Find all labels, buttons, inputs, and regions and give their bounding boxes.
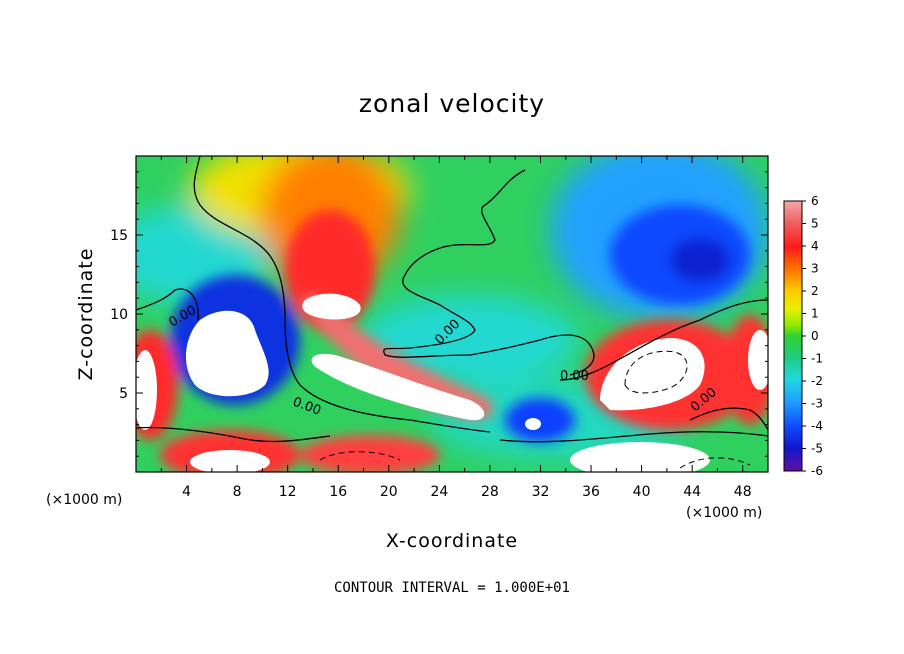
x-unit-right: (×1000 m): [686, 505, 762, 521]
field-saturated-small: [525, 418, 541, 430]
plot-area: 0.00 0.00 0.00 0.00 0.00: [136, 156, 768, 472]
contour-lines: [136, 156, 768, 443]
x-tick-label: 16: [329, 484, 347, 500]
chart-title: zonal velocity: [359, 89, 545, 118]
y-tick-label: 10: [110, 307, 128, 323]
colorbar-tick-label: 2: [811, 284, 819, 298]
x-tick-label: 32: [532, 484, 550, 500]
field-saturated-left: [185, 310, 269, 397]
field-saturated-bottom-right: [570, 442, 710, 472]
colorbar-ticks: 6 5 4 3 2 1 0 -1 -2 -3 -4 -5 -6: [802, 194, 823, 478]
contour-dashed-bottom: [319, 451, 401, 461]
field-blob-blue-bottom: [505, 398, 575, 442]
x-tick-label: 36: [582, 484, 600, 500]
field-blob-cyan-mid: [360, 295, 580, 385]
x-tick-label: 20: [380, 484, 398, 500]
x-axis-label: X-coordinate: [386, 530, 518, 552]
y-axis-ticks: 5 10 15: [110, 171, 768, 457]
field-saturated-edge-right: [748, 330, 768, 390]
contour-zero-right: [559, 299, 768, 381]
colorbar-tick-label: 3: [811, 262, 819, 276]
x-tick-label: 40: [633, 484, 651, 500]
contour-zero-lower: [136, 426, 331, 443]
colorbar-tick-label: -3: [811, 397, 823, 411]
contour-label-3: 0.00: [560, 369, 589, 384]
x-tick-label: 24: [430, 484, 448, 500]
colorbar: 6 5 4 3 2 1 0 -1 -2 -3 -4 -5 -6: [783, 194, 823, 478]
x-axis-ticks: 4 8 12 16 20 24 28 32 36 40 44 48: [160, 156, 752, 500]
field-saturated-upper: [302, 293, 361, 320]
colorbar-tick-label: 1: [811, 307, 819, 321]
x-unit-left: (×1000 m): [46, 492, 122, 508]
colorbar-tick-label: 6: [811, 194, 819, 208]
contour-dashed-right: [624, 350, 688, 394]
contour-dashed: [319, 350, 751, 469]
colorbar-gradient: [783, 200, 803, 472]
x-tick-label: 4: [182, 484, 191, 500]
colorbar-tick-label: -6: [811, 464, 823, 478]
field-saturated-edge-left: [136, 350, 157, 430]
field-blob-red-bottom-mid: [300, 435, 440, 472]
y-tick-label: 15: [110, 228, 128, 244]
colorbar-tick-label: -5: [811, 442, 823, 456]
colorbar-tick-label: 4: [811, 239, 819, 253]
x-tick-label: 44: [683, 484, 701, 500]
colorbar-tick-label: 0: [811, 329, 819, 343]
contour-zero-bottom: [499, 431, 768, 443]
contour-zero-left: [193, 156, 491, 433]
colorbar-tick-label: -4: [811, 419, 823, 433]
y-axis-label: Z-coordinate: [75, 248, 97, 381]
contour-zero-upper: [383, 169, 595, 376]
field-saturated-bottom-left: [190, 450, 270, 472]
x-tick-label: 48: [734, 484, 752, 500]
x-tick-label: 12: [279, 484, 297, 500]
field-band-saturated: [311, 353, 485, 421]
x-tick-label: 28: [481, 484, 499, 500]
contour-zero-right-lower: [689, 407, 768, 431]
colorbar-tick-label: -1: [811, 352, 823, 366]
colorbar-tick-label: 5: [811, 217, 819, 231]
field-blob-darkblue-core: [670, 238, 730, 282]
contour-interval-note: CONTOUR INTERVAL = 1.000E+01: [334, 580, 570, 596]
y-tick-label: 5: [119, 386, 128, 402]
contour-zero-left-loop: [136, 288, 199, 321]
colorbar-tick-label: -2: [811, 374, 823, 388]
x-tick-label: 8: [233, 484, 242, 500]
